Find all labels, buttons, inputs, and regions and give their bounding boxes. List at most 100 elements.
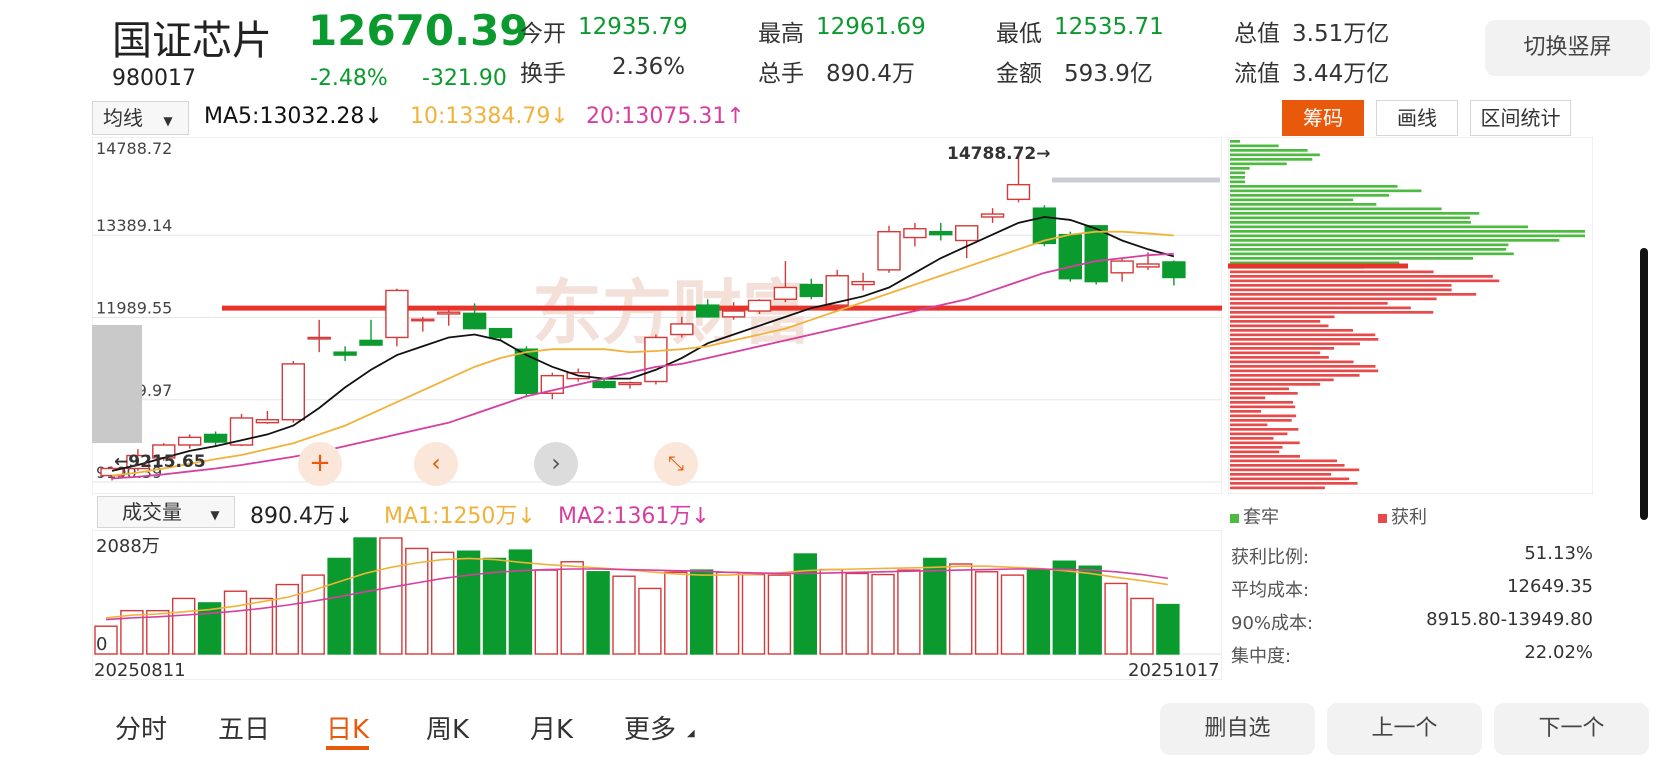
chip-bar: [1230, 450, 1280, 454]
volume-bar: [94, 625, 118, 655]
chip-bar: [1230, 392, 1298, 395]
chip-bar: [1230, 356, 1329, 359]
volume-ma1: MA1:1250万↓: [384, 504, 536, 529]
stat-label: 总手: [758, 61, 804, 87]
scroll-handle[interactable]: [92, 325, 142, 443]
watermark-text: 东方财富: [532, 272, 812, 354]
chip-bar: [1230, 198, 1354, 202]
y-axis-label: 11989.55: [96, 299, 172, 318]
add-icon[interactable]: +: [298, 442, 342, 486]
volume-bar: [146, 609, 170, 655]
candle-body: [1058, 233, 1082, 280]
chip-bar: [1230, 369, 1379, 373]
volume-bar: [871, 573, 895, 655]
chip-bar: [1230, 257, 1474, 260]
candle-body: [592, 380, 616, 389]
ma5-line: [111, 216, 1175, 472]
legend-profit-swatch: [1378, 514, 1387, 523]
chip-bar: [1230, 297, 1437, 301]
volume-bar: [120, 609, 144, 655]
ma10-value: 10:13384.79↓: [410, 104, 569, 129]
tab-5[interactable]: 更多: [624, 715, 677, 745]
volume-max-label: 2088万: [96, 536, 160, 557]
previous-button[interactable]: 上一个: [1327, 703, 1482, 755]
candle-body: [488, 327, 513, 339]
stat-value: 12961.69: [816, 14, 926, 40]
kline-chart[interactable]: 东方财富14788.7213389.1411989.5510589.979190…: [92, 137, 1222, 494]
volume-bar: [223, 590, 248, 655]
chip-bar: [1230, 396, 1266, 400]
y-axis-label: 13389.14: [96, 216, 172, 235]
chip-bar: [1230, 180, 1245, 184]
chip-bar: [1230, 248, 1507, 251]
dropdown-arrow-icon: ▼: [163, 114, 173, 128]
chip-bar: [1230, 342, 1361, 346]
volume-bar: [534, 569, 558, 655]
volume-bar: [690, 569, 714, 655]
chip-bar: [1230, 252, 1514, 256]
tab-0[interactable]: 分时: [115, 715, 168, 745]
chip-bar: [1230, 477, 1350, 481]
tab-2[interactable]: 日K: [326, 709, 370, 750]
chevron-right-icon[interactable]: ›: [534, 442, 578, 486]
volume-bar: [560, 561, 584, 655]
remove-watchlist-button[interactable]: 删自选: [1160, 703, 1315, 755]
chip-bar: [1230, 383, 1321, 386]
stat-value: 2.36%: [612, 54, 686, 80]
chevron-left-icon[interactable]: ‹: [414, 442, 458, 486]
ma-selector-label: 均线: [103, 106, 143, 130]
volume-bar: [482, 557, 507, 655]
volume-bar: [249, 597, 274, 655]
ma-selector[interactable]: 均线 ▼: [92, 101, 189, 135]
chip-bar: [1230, 311, 1434, 314]
chip-bar: [1230, 437, 1274, 440]
candle-body: [644, 336, 668, 383]
ma5-value: MA5:13032.28↓: [204, 104, 383, 129]
chip-bar: [1230, 203, 1377, 206]
tab-1[interactable]: 五日: [218, 715, 271, 745]
chip-bar: [1230, 162, 1287, 166]
chip-bar: [1230, 419, 1292, 422]
low-marker: ←9215.65: [114, 452, 206, 472]
chip-bar: [1230, 230, 1585, 233]
chip-stat-value: 8915.80-13949.80: [1426, 609, 1593, 630]
chip-bar: [1230, 347, 1335, 350]
candle-body: [203, 433, 228, 443]
chip-stat-label: 获利比例:: [1231, 547, 1310, 568]
chip-bar: [1230, 333, 1376, 337]
stat-label: 流值: [1234, 61, 1280, 87]
collapse-icon[interactable]: ⤡: [654, 442, 698, 486]
volume-bar: [974, 571, 999, 655]
draw-line-button[interactable]: 画线: [1376, 100, 1458, 136]
volume-ma2-line: [105, 568, 1169, 621]
candle-body: [773, 286, 798, 300]
volume-bar: [819, 568, 843, 655]
volume-bar: [1130, 597, 1154, 655]
stat-value: 12535.71: [1054, 14, 1164, 40]
volume-bar: [793, 553, 817, 655]
tab-4[interactable]: 月K: [530, 715, 574, 745]
scrollbar[interactable]: [1640, 248, 1648, 520]
candle-body: [1006, 183, 1031, 201]
volume-bar: [612, 575, 636, 655]
candle-body: [618, 382, 642, 386]
tab-3[interactable]: 周K: [426, 715, 470, 745]
chip-bar: [1230, 414, 1297, 418]
chip-bar: [1230, 455, 1300, 458]
candle-body: [307, 336, 331, 340]
candle-body: [462, 312, 487, 330]
candle-body: [980, 213, 1005, 218]
volume-ma1-line: [105, 557, 1169, 619]
volume-bar: [767, 574, 792, 655]
candle-body: [333, 351, 357, 356]
switch-portrait-button[interactable]: 切换竖屏: [1485, 20, 1650, 76]
range-stats-button[interactable]: 区间统计: [1470, 100, 1571, 136]
chip-bar: [1230, 284, 1452, 287]
volume-chart: [92, 530, 1222, 680]
volume-selector[interactable]: 成交量 ▼: [97, 496, 235, 528]
chip-bar: [1230, 365, 1376, 368]
next-button[interactable]: 下一个: [1494, 703, 1649, 755]
chip-bar: [1230, 212, 1480, 215]
stat-value: 890.4万: [826, 61, 915, 87]
chip-button[interactable]: 筹码: [1282, 100, 1364, 136]
